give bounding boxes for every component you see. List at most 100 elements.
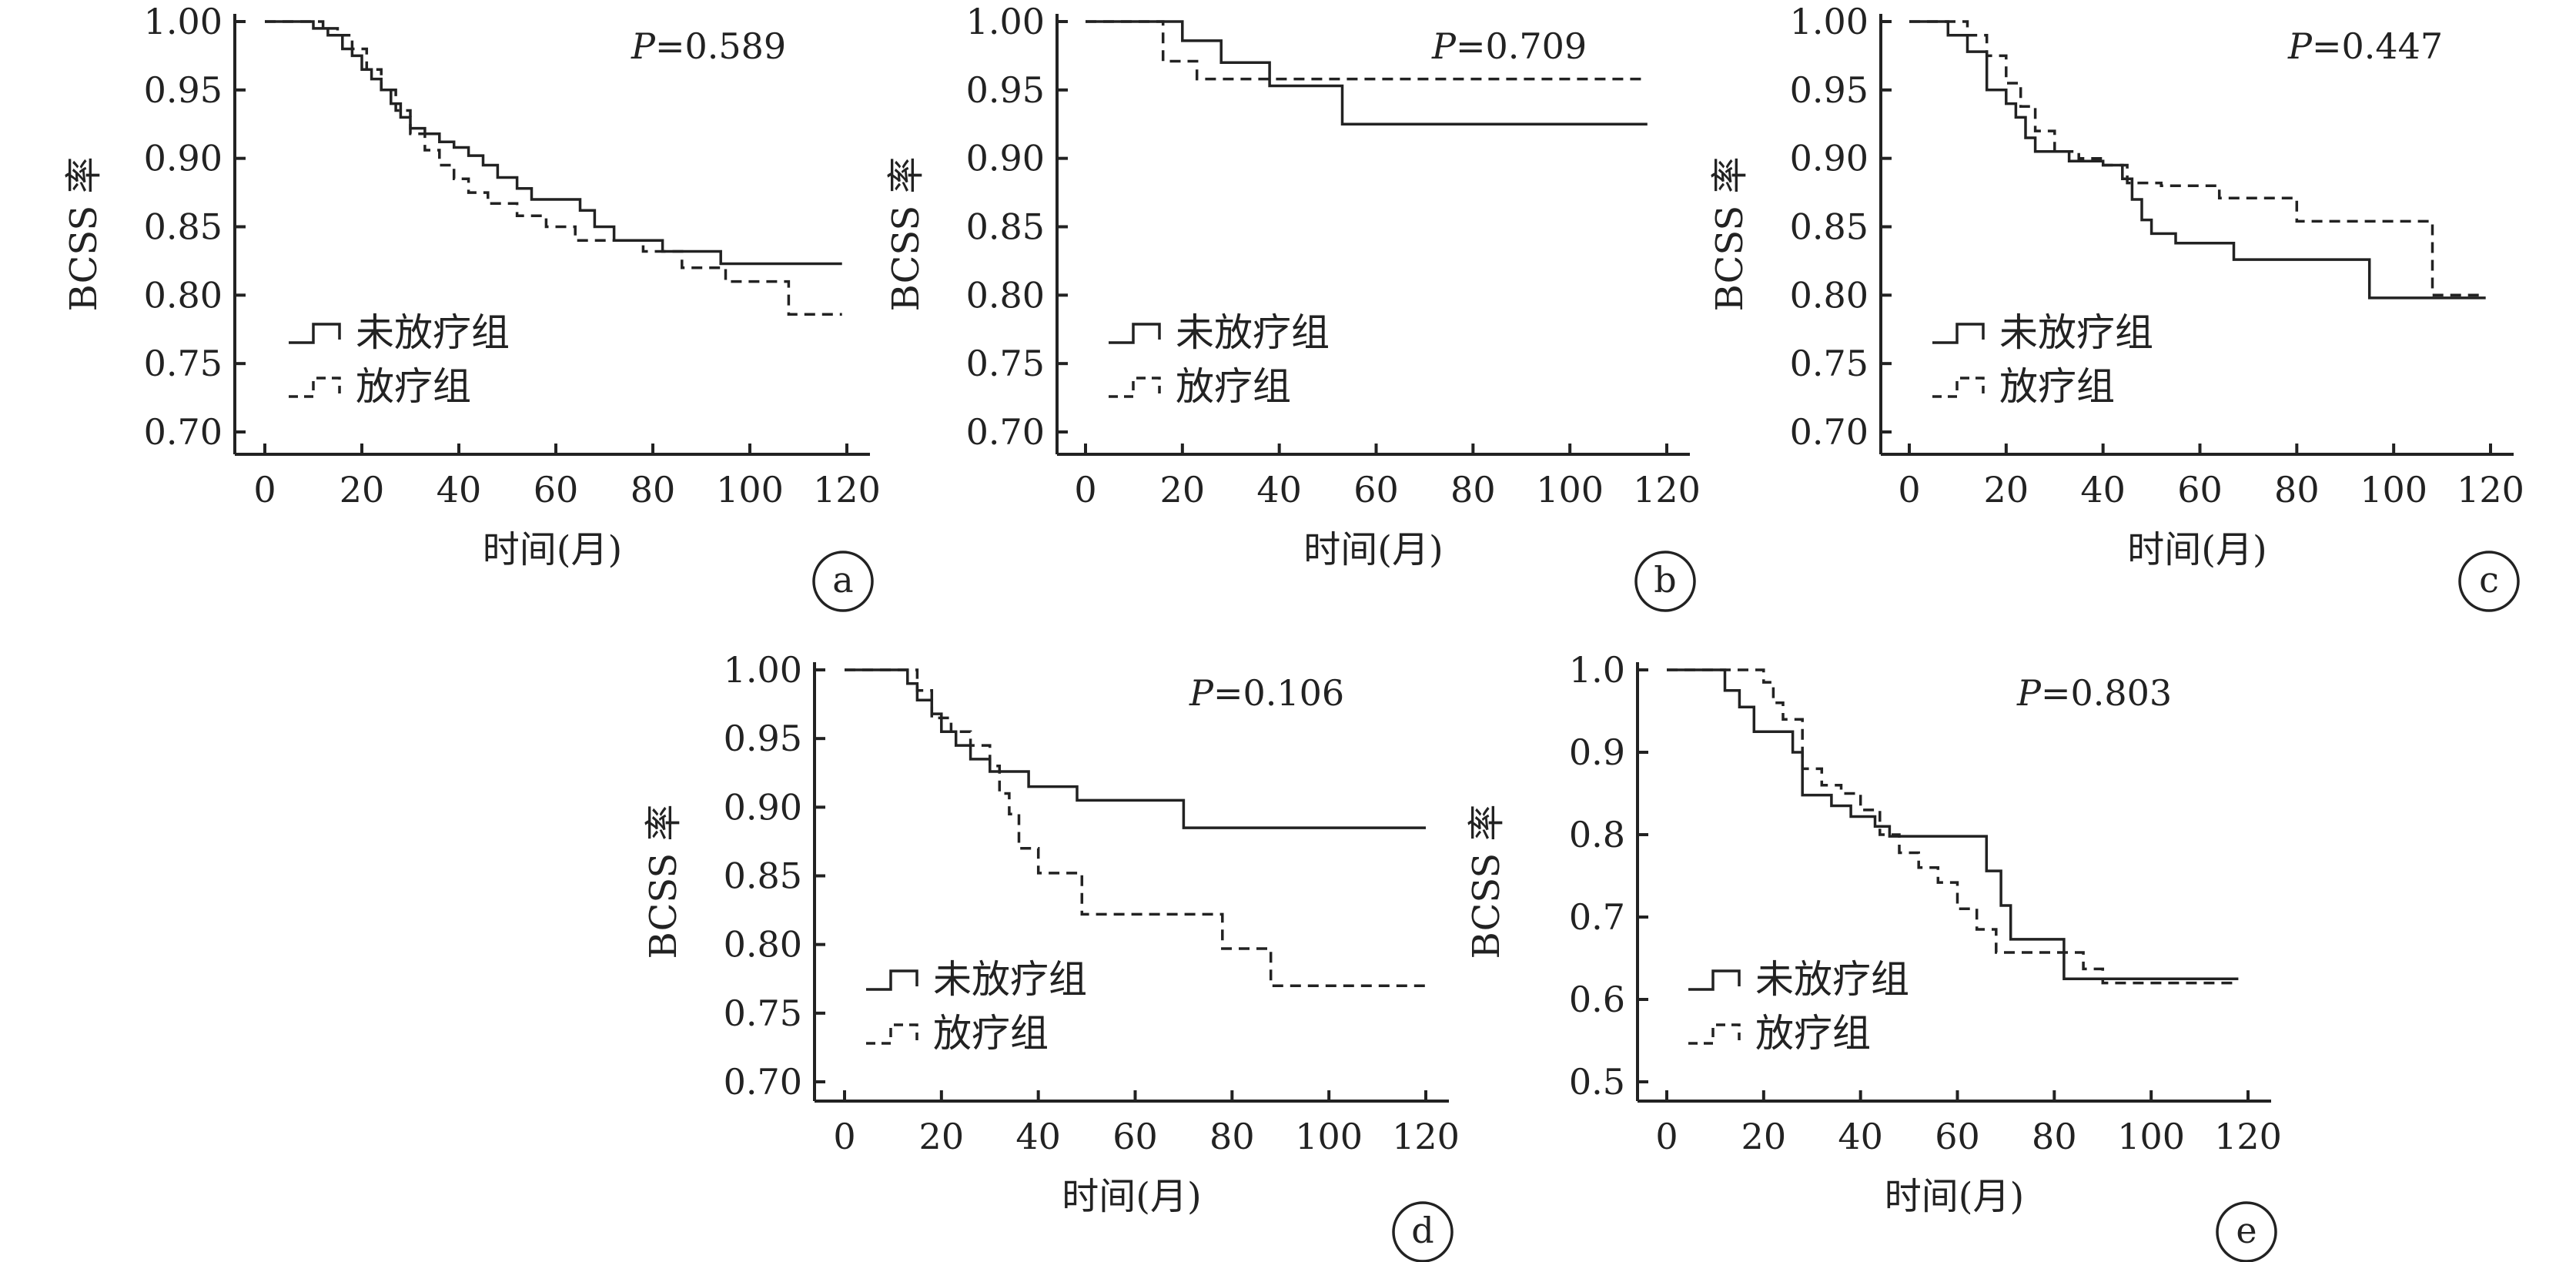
p-value: P=0.106	[1189, 672, 1344, 714]
y-tick-label: 0.85	[144, 206, 222, 248]
legend-symbol-untreated	[1688, 969, 1741, 991]
legend-label-untreated: 未放疗组	[356, 310, 510, 355]
y-tick-label: 0.9	[1569, 731, 1625, 773]
x-tick-label: 80	[1450, 469, 1496, 510]
y-axis-label: BCSS 率	[1708, 156, 1751, 311]
legend-label-treated: 放疗组	[933, 1011, 1049, 1056]
panel-label-circle	[812, 551, 874, 612]
x-tick-label: 80	[2274, 469, 2320, 510]
x-tick-label: 0	[1898, 469, 1920, 510]
km-curve-treated	[1667, 668, 2239, 985]
y-tick-label: 1.0	[1569, 649, 1625, 691]
x-tick-label: 40	[1015, 1116, 1061, 1157]
legend-label-treated: 放疗组	[356, 364, 471, 409]
y-axis-label: BCSS 率	[62, 156, 105, 311]
x-tick-label: 100	[716, 469, 784, 510]
x-tick-label: 80	[631, 469, 676, 510]
panel-label: a	[832, 559, 853, 601]
y-tick-label: 0.70	[1790, 411, 1868, 453]
y-tick-label: 0.90	[966, 138, 1045, 179]
p-value: P=0.803	[2016, 672, 2172, 714]
legend-symbol-treated	[289, 377, 341, 398]
km-curve-untreated	[265, 20, 842, 266]
y-tick-label: 0.85	[1790, 206, 1868, 248]
x-tick-label: 60	[2177, 469, 2223, 510]
x-tick-label: 40	[437, 469, 482, 510]
x-tick-label: 20	[1984, 469, 2029, 510]
y-tick-label: 0.95	[966, 69, 1045, 111]
x-tick-label: 20	[340, 469, 385, 510]
km-curve-treated	[265, 20, 842, 316]
y-axis-label: BCSS 率	[642, 804, 685, 959]
y-tick-label: 1.00	[144, 1, 222, 42]
y-tick-label: 0.80	[144, 274, 222, 316]
x-axis-label: 时间(月)	[1303, 528, 1443, 571]
legend-symbol-treated	[1109, 377, 1161, 398]
legend-label-treated: 放疗组	[1755, 1011, 1871, 1056]
y-tick-label: 0.90	[724, 786, 802, 828]
km-curve-untreated	[1086, 20, 1648, 126]
chart-panel-e: 0.5 0.6 0.7 0.8 0.9 1.0 0 20 40 60 80 100 120 时间(月) BC…	[1465, 649, 2282, 1262]
x-axis-label: 时间(月)	[1885, 1175, 2024, 1218]
y-tick-label: 0.95	[1790, 69, 1868, 111]
panel-label-circle	[1634, 551, 1696, 612]
y-tick-label: 0.90	[144, 138, 222, 179]
y-axis-label: BCSS 率	[1465, 804, 1508, 959]
x-tick-label: 100	[2360, 469, 2427, 510]
legend-symbol-untreated	[1109, 323, 1161, 344]
chart-panel-b: 0.70 0.75 0.80 0.85 0.90 0.95 1.00 0 20 40 60 80 100…	[885, 1, 1701, 612]
panel-label: b	[1654, 559, 1676, 601]
x-tick-label: 120	[1392, 1116, 1460, 1157]
legend-symbol-treated	[1688, 1023, 1741, 1045]
x-tick-label: 60	[1935, 1116, 1980, 1157]
y-tick-label: 0.80	[724, 924, 802, 966]
x-tick-label: 60	[1353, 469, 1399, 510]
y-tick-label: 0.70	[724, 1061, 802, 1103]
y-tick-label: 0.85	[724, 855, 802, 897]
y-tick-label: 0.80	[1790, 274, 1868, 316]
x-tick-label: 80	[2032, 1116, 2077, 1157]
legend-label-untreated: 未放疗组	[933, 957, 1087, 1002]
panel-label-circle	[1392, 1201, 1454, 1262]
y-tick-label: 0.70	[144, 411, 222, 453]
km-curve-treated	[845, 668, 1426, 987]
y-tick-label: 0.95	[144, 69, 222, 111]
panel-label-circle	[2216, 1201, 2277, 1262]
y-tick-label: 0.95	[724, 718, 802, 759]
legend-label-untreated: 未放疗组	[1755, 957, 1909, 1002]
y-tick-label: 1.00	[966, 1, 1045, 42]
x-tick-label: 100	[1295, 1116, 1363, 1157]
panel-label: e	[2236, 1210, 2257, 1251]
y-tick-label: 0.7	[1569, 896, 1625, 938]
p-value: P=0.709	[1431, 25, 1587, 67]
x-tick-label: 120	[2214, 1116, 2282, 1157]
legend-symbol-treated	[1932, 377, 1985, 398]
x-tick-label: 120	[813, 469, 881, 510]
y-tick-label: 0.75	[724, 993, 802, 1034]
x-tick-label: 40	[2080, 469, 2126, 510]
y-tick-label: 1.00	[724, 649, 802, 691]
panel-label: d	[1411, 1210, 1434, 1251]
y-tick-label: 0.5	[1569, 1061, 1625, 1103]
x-tick-label: 60	[534, 469, 579, 510]
x-tick-label: 60	[1112, 1116, 1158, 1157]
x-tick-label: 80	[1209, 1116, 1255, 1157]
y-tick-label: 0.75	[1790, 343, 1868, 384]
chart-panel-a: 0.70 0.75 0.80 0.85 0.90 0.95 1.00 0 20 40 60 80 100…	[62, 1, 881, 612]
x-tick-label: 0	[1074, 469, 1096, 510]
x-tick-label: 0	[833, 1116, 855, 1157]
km-curve-untreated	[1909, 20, 2486, 300]
x-tick-label: 0	[253, 469, 276, 510]
panel-label: c	[2479, 559, 2499, 601]
y-tick-label: 0.70	[966, 411, 1045, 453]
x-tick-label: 20	[1741, 1116, 1787, 1157]
km-curve-untreated	[1667, 668, 2239, 981]
x-tick-label: 40	[1838, 1116, 1883, 1157]
x-tick-label: 40	[1256, 469, 1302, 510]
legend-symbol-treated	[866, 1023, 918, 1045]
y-tick-label: 0.75	[144, 343, 222, 384]
panel-label-circle	[2458, 551, 2520, 612]
y-tick-label: 1.00	[1790, 1, 1868, 42]
legend-label-treated: 放疗组	[1176, 364, 1291, 409]
